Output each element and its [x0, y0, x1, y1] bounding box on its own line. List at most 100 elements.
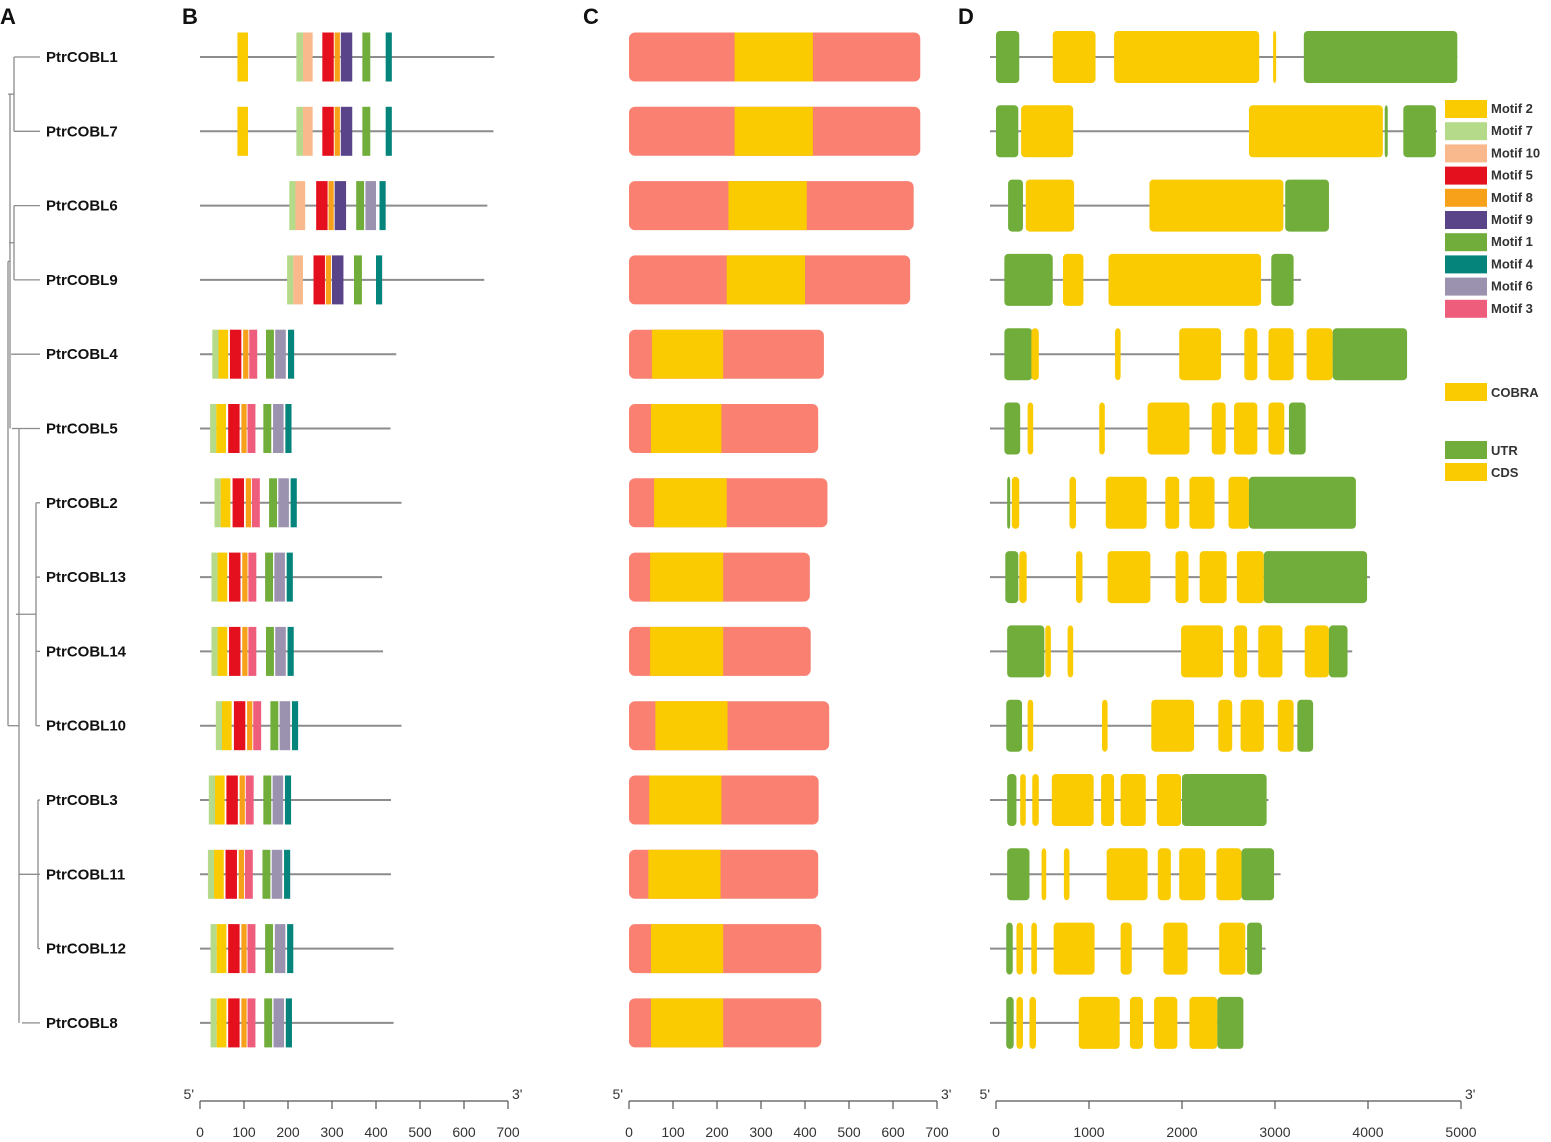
- legend-swatch-motif6: [1445, 277, 1487, 296]
- motif-block-motif1: [266, 626, 274, 676]
- cds-block: [1027, 402, 1034, 455]
- utr-block: [1328, 625, 1348, 678]
- motif-block-motif8: [247, 701, 253, 751]
- motif-block-motif7: [211, 626, 218, 676]
- utr-block: [996, 105, 1019, 158]
- legend-swatch-cobra: [1445, 383, 1487, 401]
- scale-tick-label: 0: [992, 1124, 1000, 1140]
- cds-block: [1031, 328, 1039, 381]
- motif-block-motif6: [365, 181, 376, 231]
- cds-block: [1041, 848, 1047, 901]
- motif-block-motif8: [245, 478, 252, 528]
- motif-block-motif9: [340, 106, 353, 156]
- cds-block: [1156, 774, 1182, 826]
- motif-block-motif4: [290, 478, 297, 528]
- cds-block: [1069, 476, 1076, 529]
- cds-block: [1067, 625, 1074, 678]
- cds-block: [1189, 476, 1215, 529]
- scale-tick-label: 700: [925, 1124, 949, 1140]
- cds-block: [1027, 699, 1034, 752]
- scale-tick-label: 400: [364, 1124, 388, 1140]
- motif-block-motif4: [376, 255, 383, 305]
- cds-block: [1114, 31, 1260, 83]
- gene-label-column: PtrCOBL1 PtrCOBL7 PtrCOBL6 PtrCOBL9 PtrCOBL4…: [46, 49, 127, 1032]
- scale-tick-label: 400: [793, 1124, 817, 1140]
- utr-block: [1263, 551, 1368, 604]
- cds-block: [1181, 625, 1223, 678]
- motif-block-motif6: [278, 478, 289, 528]
- cds-block: [1062, 253, 1084, 306]
- cds-block: [1129, 996, 1143, 1049]
- motif-block-motif10: [295, 181, 306, 231]
- legend-label-utr: UTR: [1491, 443, 1518, 458]
- motif-block-motif1: [264, 998, 273, 1048]
- utr-block: [1271, 253, 1294, 306]
- scale-tick-label: 2000: [1166, 1124, 1197, 1140]
- panel-label-d: D: [958, 4, 974, 29]
- protein-scale-axis: 0 100 200 300 400 500 600 700 5' 3': [613, 1086, 952, 1140]
- motif-block-motif2: [216, 924, 227, 974]
- motif-block-motif6: [272, 775, 284, 825]
- gene-label: PtrCOBL8: [46, 1015, 118, 1032]
- motif-block-motif8: [238, 849, 244, 899]
- motif-block-motif6: [273, 404, 284, 453]
- legend-label-motif3: Motif 3: [1491, 301, 1533, 316]
- cds-block: [1120, 922, 1132, 975]
- cds-block: [1273, 31, 1277, 83]
- motif-block-motif8: [242, 552, 248, 602]
- cobra-domain: [651, 998, 724, 1048]
- utr-block: [1006, 922, 1013, 975]
- motif-block-motif5: [226, 775, 238, 825]
- motif-block-motif6: [271, 849, 283, 899]
- scale-start-label: 5': [980, 1086, 990, 1102]
- motif-block-motif5: [232, 478, 244, 528]
- legend-label-motif1: Motif 1: [1491, 234, 1533, 249]
- cds-block: [1101, 774, 1115, 826]
- scale-tick-label: 600: [881, 1124, 905, 1140]
- motif-block-motif4: [286, 552, 293, 602]
- utr-block: [996, 31, 1020, 83]
- cds-block: [1234, 402, 1258, 455]
- cds-block: [1105, 476, 1147, 529]
- motif-block-motif5: [233, 701, 246, 751]
- motif-block-motif5: [228, 924, 240, 974]
- gene-label: PtrCOBL12: [46, 941, 126, 958]
- motif-block-motif8: [241, 924, 247, 974]
- cds-block: [1179, 848, 1206, 901]
- motif-block-motif4: [287, 626, 294, 676]
- legend-swatch-motif2: [1445, 100, 1487, 118]
- legend-label-motif7: Motif 7: [1491, 123, 1533, 138]
- motif-block-motif3: [251, 478, 260, 528]
- motif-block-motif3: [247, 404, 256, 453]
- scale-tick-label: 5000: [1445, 1124, 1476, 1140]
- cds-block: [1075, 551, 1083, 604]
- cds-block: [1031, 922, 1037, 975]
- cds-block: [1306, 328, 1333, 381]
- cobra-domain: [726, 255, 805, 305]
- motif-block-motif5: [228, 998, 240, 1048]
- motif-block-motif2: [214, 775, 225, 825]
- motif-block-motif3: [247, 924, 256, 974]
- cds-block: [1045, 625, 1051, 678]
- legend-label-motif10: Motif 10: [1491, 145, 1540, 160]
- scale-start-label: 5': [613, 1086, 623, 1102]
- motif-block-motif1: [263, 775, 272, 825]
- legend-label-cobra: COBRA: [1491, 385, 1539, 400]
- scale-start-label: 5': [184, 1086, 194, 1102]
- cds-block: [1268, 402, 1285, 455]
- panel-label-a: A: [0, 4, 16, 29]
- cds-block: [1240, 699, 1264, 752]
- utr-block: [1384, 105, 1388, 158]
- utr-block: [1006, 996, 1014, 1049]
- motif-block-motif8: [243, 329, 249, 379]
- motif-block-motif6: [275, 626, 286, 676]
- cds-block: [1016, 996, 1023, 1049]
- utr-block: [1217, 996, 1244, 1049]
- motif-block-motif2: [220, 478, 231, 528]
- cds-block: [1025, 179, 1075, 232]
- scale-tick-label: 300: [320, 1124, 344, 1140]
- cobra-domain: [734, 32, 813, 82]
- motif-block-motif5: [229, 329, 242, 379]
- motif-block-motif1: [270, 701, 279, 751]
